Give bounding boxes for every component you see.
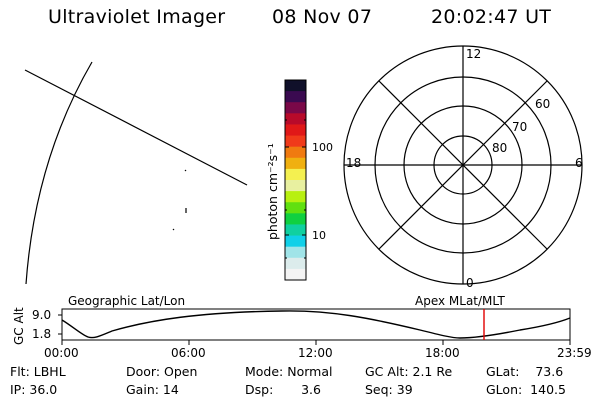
- instrument-title: Ultraviolet Imager: [48, 6, 226, 28]
- colorbar-segment: [285, 102, 306, 114]
- altitude-curve: [61, 310, 571, 339]
- dsp-status: Dsp: 3.6: [245, 382, 321, 397]
- colorbar-segment: [285, 257, 306, 270]
- map-limb-arc: [25, 61, 93, 285]
- apex-caption: Apex MLat/MLT: [415, 294, 505, 308]
- colorbar-segment: [285, 80, 306, 92]
- timeline-panel: [58, 308, 571, 345]
- glon-status: GLon: 140.5: [486, 382, 566, 397]
- timeline-ylabel: GC Alt: [12, 307, 26, 345]
- colorbar-segment: [285, 268, 306, 281]
- timeline-ytick-top: 9.0: [32, 308, 52, 322]
- mlt-label-6: 6: [575, 156, 583, 170]
- map-dot: [172, 228, 175, 231]
- mlt-label-18: 18: [346, 156, 362, 170]
- colorbar-segment: [285, 246, 306, 259]
- gain-status: Gain: 14: [126, 382, 179, 397]
- ip-status: IP: 36.0: [10, 382, 58, 397]
- geographic-map-panel: [24, 61, 248, 285]
- colorbar-tick-10: 10: [312, 229, 326, 242]
- colorbar-ticks: [285, 119, 306, 259]
- lat-label-60: 60: [535, 97, 551, 111]
- mode-status: Mode: Normal: [245, 364, 333, 379]
- polar-grid: [343, 45, 583, 285]
- door-status: Door: Open: [126, 364, 198, 379]
- polar-diagonal: [378, 80, 548, 250]
- mlt-label-0: 0: [466, 276, 474, 290]
- gc-alt-status: GC Alt: 2.1 Re: [365, 364, 453, 379]
- mlt-label-12: 12: [466, 47, 482, 61]
- colorbar-segment: [285, 113, 306, 126]
- colorbar-unit-label: photon cm⁻²s⁻¹: [265, 143, 280, 240]
- colorbar-segment: [285, 135, 306, 148]
- colorbar-segment: [285, 91, 306, 103]
- flt-status: Flt: LBHL: [10, 364, 66, 379]
- colorbar-segment: [285, 224, 306, 237]
- color-bar: [284, 79, 307, 281]
- colorbar-segment: [285, 235, 306, 248]
- lat-label-70: 70: [512, 120, 528, 134]
- seq-status: Seq: 39: [365, 382, 413, 397]
- glat-status: GLat: 73.6: [486, 364, 564, 379]
- colorbar-segment: [285, 157, 306, 170]
- colorbar-border: [284, 79, 307, 281]
- timeline-xtick: 18:00: [425, 346, 460, 360]
- lat-label-80: 80: [492, 141, 508, 155]
- time-label: 20:02:47 UT: [431, 6, 552, 28]
- colorbar-segment: [285, 124, 306, 137]
- colorbar-segment: [285, 191, 306, 203]
- timeline-ytick-bottom: 1.8: [32, 327, 52, 341]
- geographic-caption: Geographic Lat/Lon: [68, 294, 186, 308]
- map-dot: [184, 169, 187, 172]
- timeline-xtick: 12:00: [298, 346, 333, 360]
- colorbar-segment: [285, 180, 306, 192]
- date-label: 08 Nov 07: [272, 6, 373, 28]
- timeline-xtick: 00:00: [44, 346, 79, 360]
- colorbar-segment: [285, 168, 306, 181]
- colorbar-segment: [285, 146, 306, 159]
- timeline-xtick: 06:00: [171, 346, 206, 360]
- map-track-line: [24, 69, 248, 186]
- colorbar-tick-100: 100: [312, 141, 333, 154]
- colorbar-segment: [285, 213, 306, 226]
- colorbar-segment: [285, 202, 306, 214]
- timeline-xtick: 23:59: [557, 346, 592, 360]
